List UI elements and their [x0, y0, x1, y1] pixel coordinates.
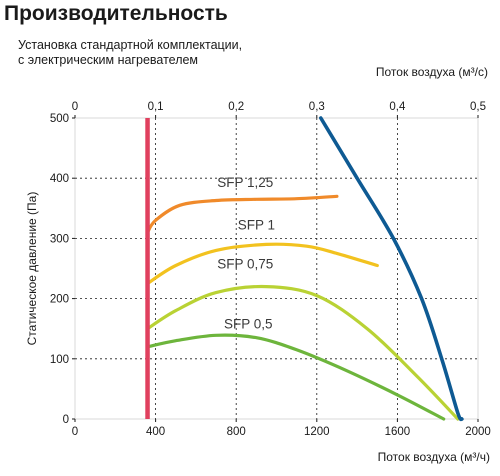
sfp-0-5-line — [145, 333, 446, 421]
x-tick-label: 1600 — [385, 426, 411, 438]
y-tick-label: 300 — [50, 233, 69, 245]
y-tick-label: 100 — [50, 354, 69, 366]
sfp-1-25-line — [145, 194, 339, 234]
annotation-sfp-0-5: SFP 0,5 — [224, 317, 273, 332]
x2-tick-label: 0 — [72, 101, 78, 113]
annotation-sfp-1: SFP 1 — [238, 217, 275, 232]
x2-tick-label: 0,5 — [470, 101, 486, 113]
x2-tick-label: 0,4 — [389, 101, 406, 113]
chart-subtitle: Установка стандартной комплектации, с эл… — [18, 38, 242, 68]
x2-tick-label: 0,3 — [309, 101, 325, 113]
x2-tick-label: 0,1 — [148, 101, 164, 113]
chart-title: Производительность — [4, 2, 228, 25]
y-axis-label: Статическое давление (Па) — [25, 192, 39, 346]
x-tick-label: 1200 — [304, 426, 330, 438]
fan-curve-line — [319, 116, 464, 422]
sfp-0-75-line — [145, 284, 460, 421]
x-tick-label: 0 — [72, 426, 78, 438]
x-tick-label: 400 — [146, 426, 165, 438]
y-tick-label: 500 — [50, 113, 69, 125]
x-tick-label: 800 — [227, 426, 246, 438]
subtitle-line-1: Установка стандартной комплектации, — [18, 38, 243, 52]
x-axis-label: Поток воздуха (м³/ч) — [378, 450, 490, 464]
x2-tick-label: 0,2 — [228, 101, 244, 113]
sfp-1-line — [145, 242, 379, 286]
plot-area — [74, 117, 479, 420]
x-tick-label: 2000 — [465, 426, 491, 438]
x2-axis-label: Поток воздуха (м³/с) — [376, 65, 488, 79]
annotation-sfp-1-25: SFP 1,25 — [217, 175, 273, 190]
y-tick-label: 0 — [63, 414, 69, 426]
annotation-sfp-0-75: SFP 0,75 — [217, 257, 273, 272]
subtitle-line-2: с электрическим нагревателем — [18, 53, 199, 67]
y-tick-label: 200 — [50, 294, 69, 306]
y-tick-label: 400 — [50, 173, 69, 185]
